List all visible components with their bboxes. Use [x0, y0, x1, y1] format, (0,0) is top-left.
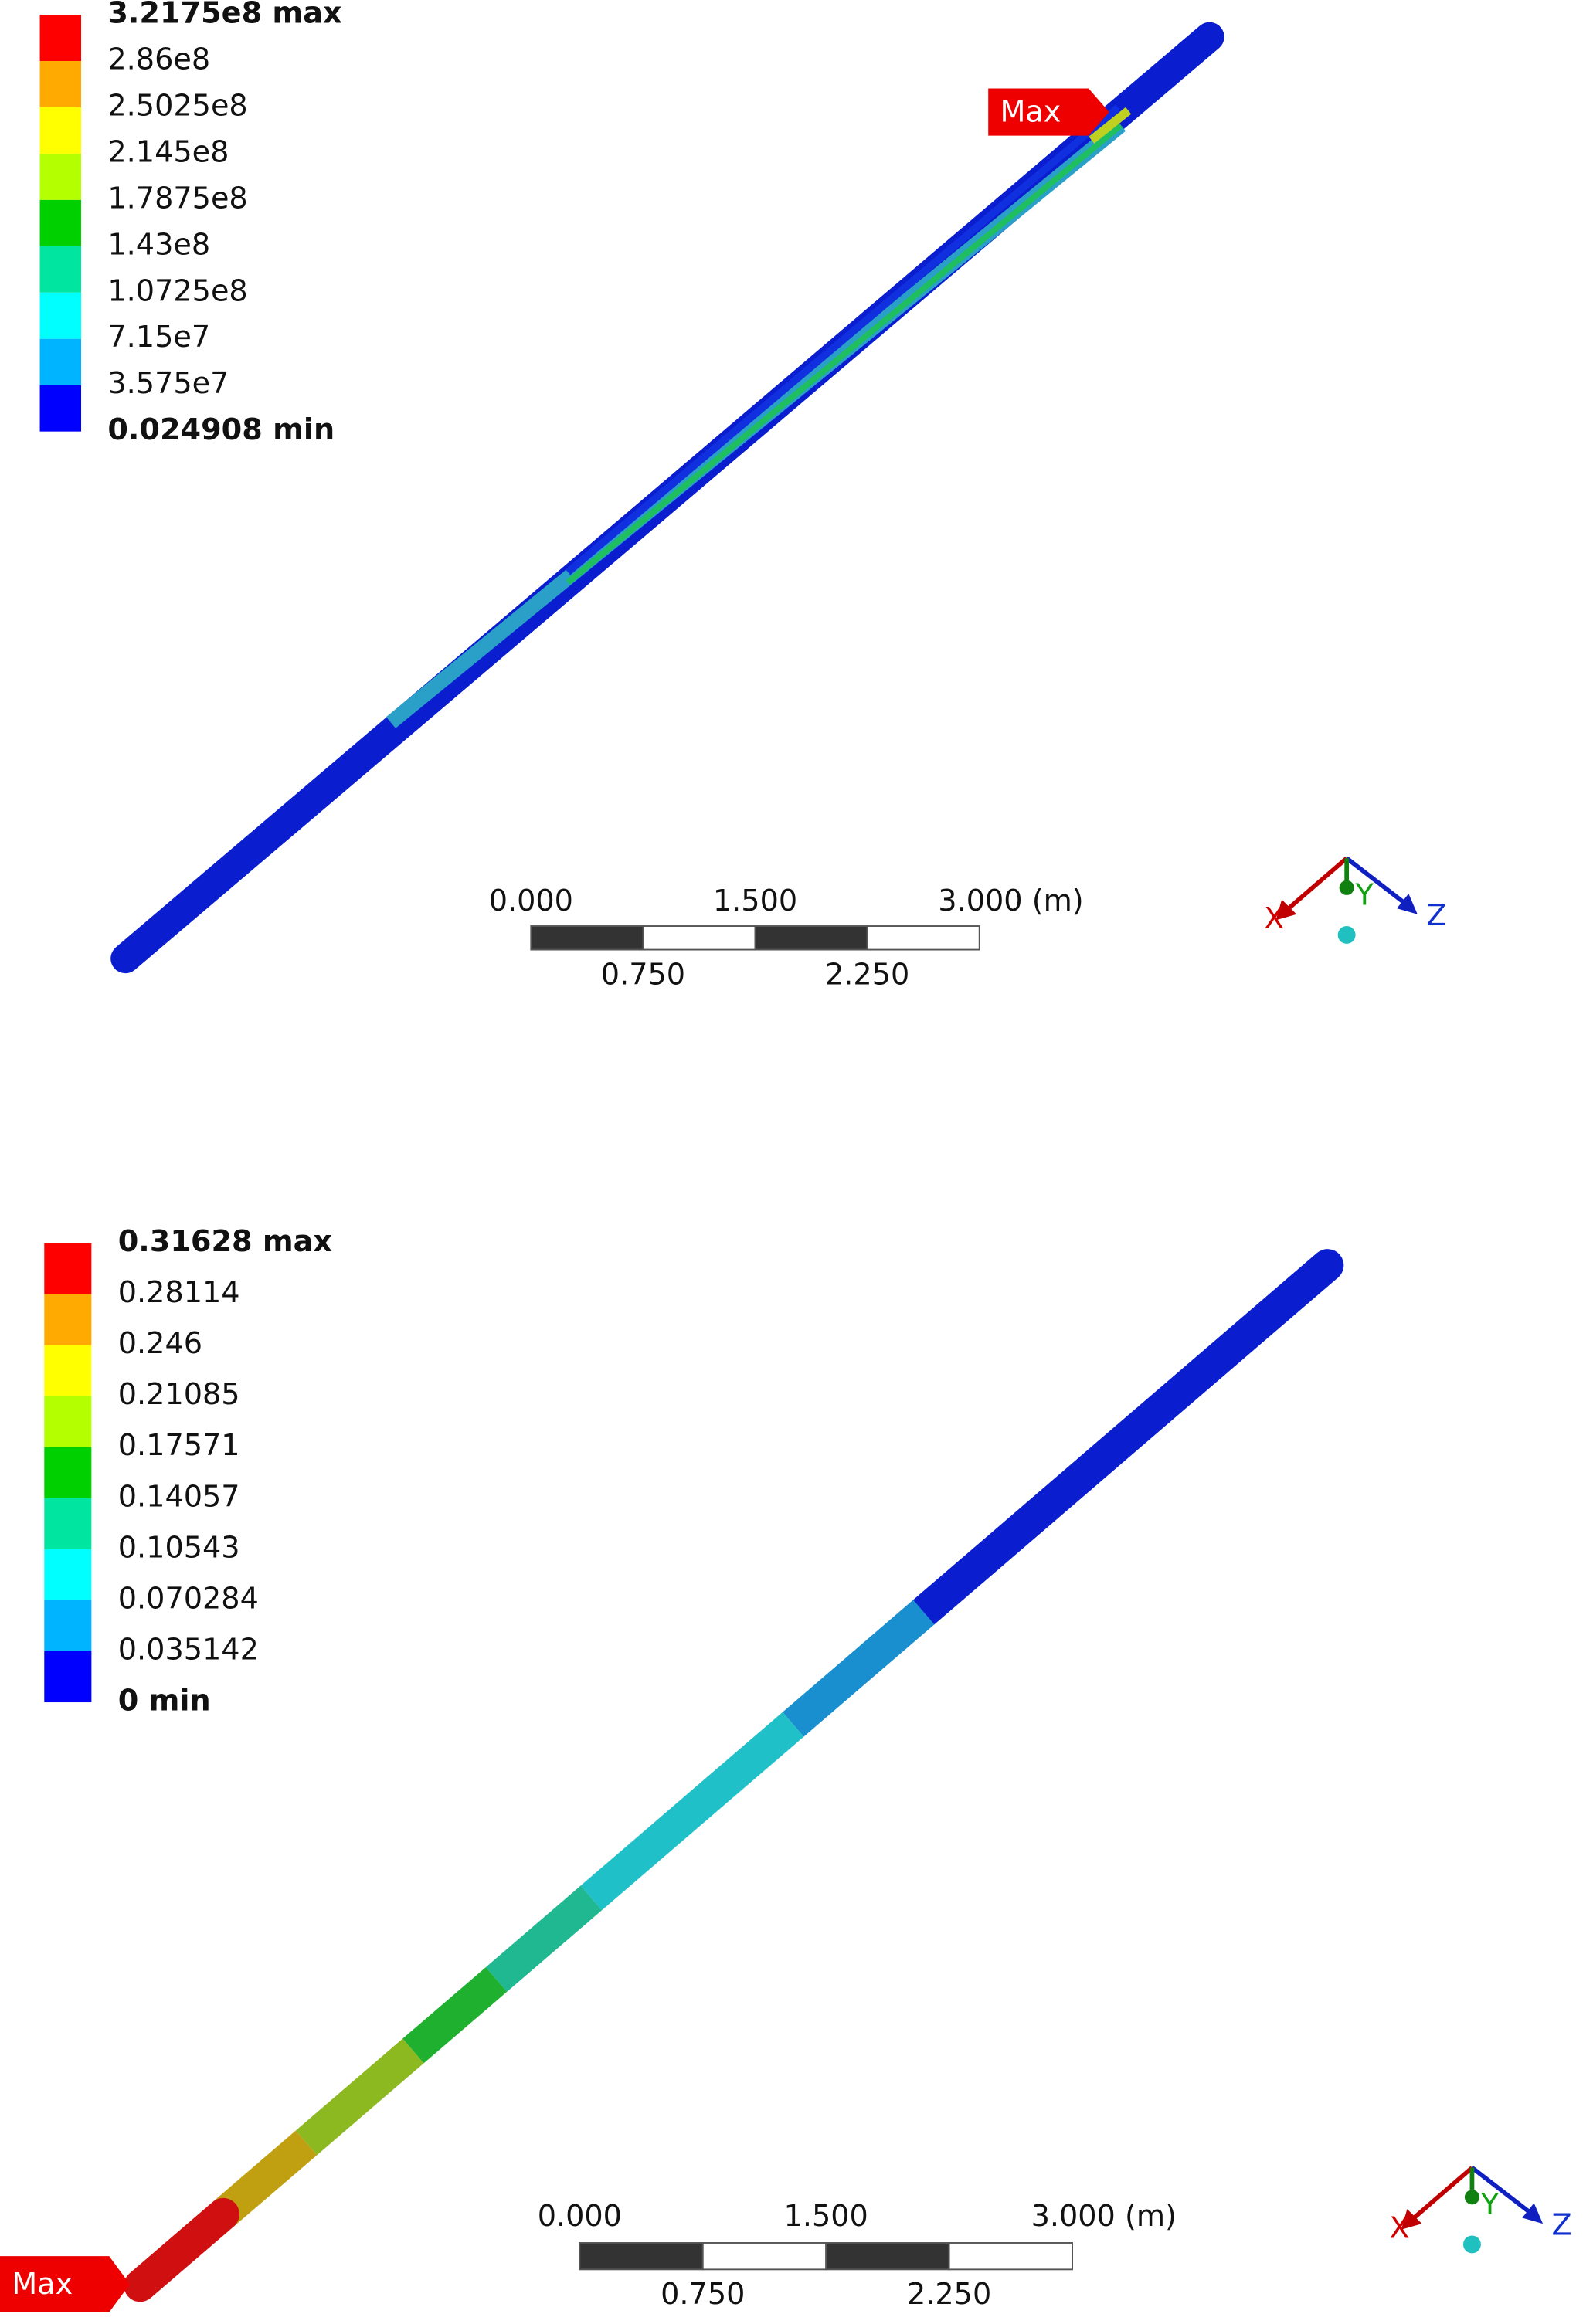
scale-bar-segment — [579, 2242, 704, 2271]
legend-label: 0.31628 max — [118, 1225, 333, 1259]
legend-swatch — [44, 1549, 92, 1600]
legend-swatch — [39, 15, 82, 62]
triad-label: Y — [1480, 2188, 1500, 2222]
scale-label: 0.750 — [661, 2278, 745, 2312]
triad-x-head — [1401, 2209, 1422, 2230]
legend-swatch — [39, 153, 82, 200]
legend-swatch — [39, 107, 82, 154]
result-panel: 0.31628 max 0.28114 0.246 0.21085 0.17571 0.1… — [0, 1225, 1572, 2312]
scale-label: 0.000 — [489, 884, 573, 918]
legend-swatch — [39, 199, 82, 246]
triad-y-dot — [1339, 880, 1354, 895]
triad-x — [1405, 2166, 1474, 2226]
scale-bar-segment — [701, 2242, 827, 2271]
rod-segment — [212, 2130, 318, 2227]
rod-segment — [485, 1885, 603, 1992]
scale-bar-segment — [948, 2242, 1073, 2271]
scale-label: 1.500 — [784, 2200, 868, 2234]
triad-label: Z — [1552, 2208, 1572, 2242]
rod-segment — [124, 2197, 239, 2302]
legend-label: 7.15e7 — [107, 321, 210, 355]
triad-z — [1470, 2166, 1539, 2220]
legend-label: 3.575e7 — [107, 367, 229, 401]
rod-segment — [580, 1712, 804, 1911]
legend-label: 0.024908 min — [107, 413, 335, 447]
scale-bar-segment — [642, 925, 756, 951]
triad-label: Z — [1426, 899, 1446, 933]
triad-label: Y — [1355, 878, 1374, 912]
legend-label: 1.0725e8 — [107, 274, 247, 308]
scale-bar-segment — [825, 2242, 950, 2271]
result-panel: 3.2175e8 max 2.86e8 2.5025e8 2.145e8 1.7875e… — [39, 0, 1446, 992]
legend-swatch — [44, 1396, 92, 1447]
triad-label: X — [1390, 2211, 1410, 2245]
rod-stripe — [1089, 107, 1132, 144]
legend-label: 0 min — [118, 1684, 211, 1718]
triad-origin — [1462, 2235, 1481, 2254]
legend-label: 0.10543 — [118, 1531, 240, 1565]
legend-swatch — [44, 1345, 92, 1396]
scale-bar-segment — [866, 925, 980, 951]
triad-y-dot — [1464, 2190, 1479, 2205]
triad-x — [1280, 857, 1349, 916]
scale-bar-segment — [530, 925, 644, 951]
triad-z-head — [1522, 2203, 1544, 2224]
legend-label: 2.86e8 — [107, 43, 210, 77]
legend-swatch — [44, 1447, 92, 1498]
max-marker — [0, 2256, 131, 2312]
scale-label: 3.000 (m) — [938, 884, 1083, 918]
legend-label: 1.43e8 — [107, 228, 210, 262]
legend-swatch — [44, 1651, 92, 1703]
rod-stripe — [566, 123, 1123, 585]
legend-swatch — [44, 1498, 92, 1549]
legend-label: 0.14057 — [118, 1480, 240, 1514]
legend-swatch — [44, 1600, 92, 1651]
scale-label: 0.000 — [538, 2200, 622, 2234]
triad-label: X — [1264, 902, 1284, 936]
legend-label: 0.246 — [118, 1327, 202, 1361]
scale-label: 2.250 — [825, 958, 909, 992]
max-marker-label: Max — [12, 2268, 73, 2302]
rod-segment — [402, 1967, 508, 2064]
rod-segment — [783, 1600, 935, 1737]
triad-origin — [1337, 926, 1356, 944]
legend-label: 2.5025e8 — [107, 89, 247, 123]
triad-x-head — [1275, 899, 1297, 921]
rod-segment — [295, 2038, 424, 2156]
rod-segment — [907, 1249, 1344, 1629]
legend-swatch — [39, 61, 82, 107]
rod-stripe — [565, 104, 1121, 575]
legend-swatch — [39, 385, 82, 432]
scale-label: 3.000 (m) — [1031, 2200, 1177, 2234]
scale-label: 2.250 — [907, 2278, 991, 2312]
legend-swatch — [39, 292, 82, 339]
legend-label: 1.7875e8 — [107, 182, 247, 215]
legend-swatch — [44, 1294, 92, 1345]
legend-label: 0.17571 — [118, 1429, 240, 1463]
legend-label: 0.035142 — [118, 1633, 259, 1667]
legend-label: 3.2175e8 max — [107, 0, 342, 31]
legend-label: 0.070284 — [118, 1582, 259, 1616]
legend-swatch — [44, 1243, 92, 1294]
legend-label: 2.145e8 — [107, 135, 229, 169]
legend-swatch — [39, 338, 82, 385]
legend-label: 0.28114 — [118, 1276, 240, 1310]
scale-label: 1.500 — [713, 884, 797, 918]
triad-z-head — [1397, 894, 1418, 914]
scale-label: 0.750 — [601, 958, 685, 992]
scale-bar-segment — [754, 925, 868, 951]
max-marker-label: Max — [1000, 96, 1061, 130]
legend-swatch — [39, 246, 82, 293]
triad-z — [1345, 856, 1413, 911]
legend-label: 0.21085 — [118, 1378, 240, 1412]
max-marker — [988, 88, 1109, 136]
